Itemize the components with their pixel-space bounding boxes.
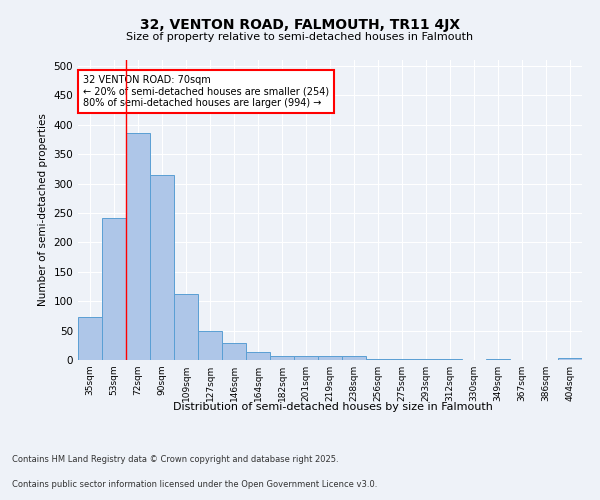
Text: Contains HM Land Registry data © Crown copyright and database right 2025.: Contains HM Land Registry data © Crown c…	[12, 455, 338, 464]
Bar	[198, 330, 222, 360]
Bar	[126, 133, 150, 360]
Text: 32 VENTON ROAD: 70sqm
← 20% of semi-detached houses are smaller (254)
80% of sem: 32 VENTON ROAD: 70sqm ← 20% of semi-deta…	[83, 75, 329, 108]
Bar	[102, 218, 126, 360]
Bar	[270, 356, 294, 360]
Bar	[390, 359, 414, 360]
Bar	[78, 317, 102, 360]
Bar	[558, 358, 582, 360]
Bar	[246, 352, 270, 360]
Text: Size of property relative to semi-detached houses in Falmouth: Size of property relative to semi-detach…	[127, 32, 473, 42]
Bar	[294, 356, 318, 360]
Bar	[366, 359, 390, 360]
Bar	[150, 174, 174, 360]
Text: Contains public sector information licensed under the Open Government Licence v3: Contains public sector information licen…	[12, 480, 377, 489]
Text: Distribution of semi-detached houses by size in Falmouth: Distribution of semi-detached houses by …	[173, 402, 493, 412]
Y-axis label: Number of semi-detached properties: Number of semi-detached properties	[38, 114, 48, 306]
Bar	[318, 356, 342, 360]
Bar	[342, 356, 366, 360]
Bar	[174, 294, 198, 360]
Bar	[222, 343, 246, 360]
Text: 32, VENTON ROAD, FALMOUTH, TR11 4JX: 32, VENTON ROAD, FALMOUTH, TR11 4JX	[140, 18, 460, 32]
Bar	[414, 359, 438, 360]
